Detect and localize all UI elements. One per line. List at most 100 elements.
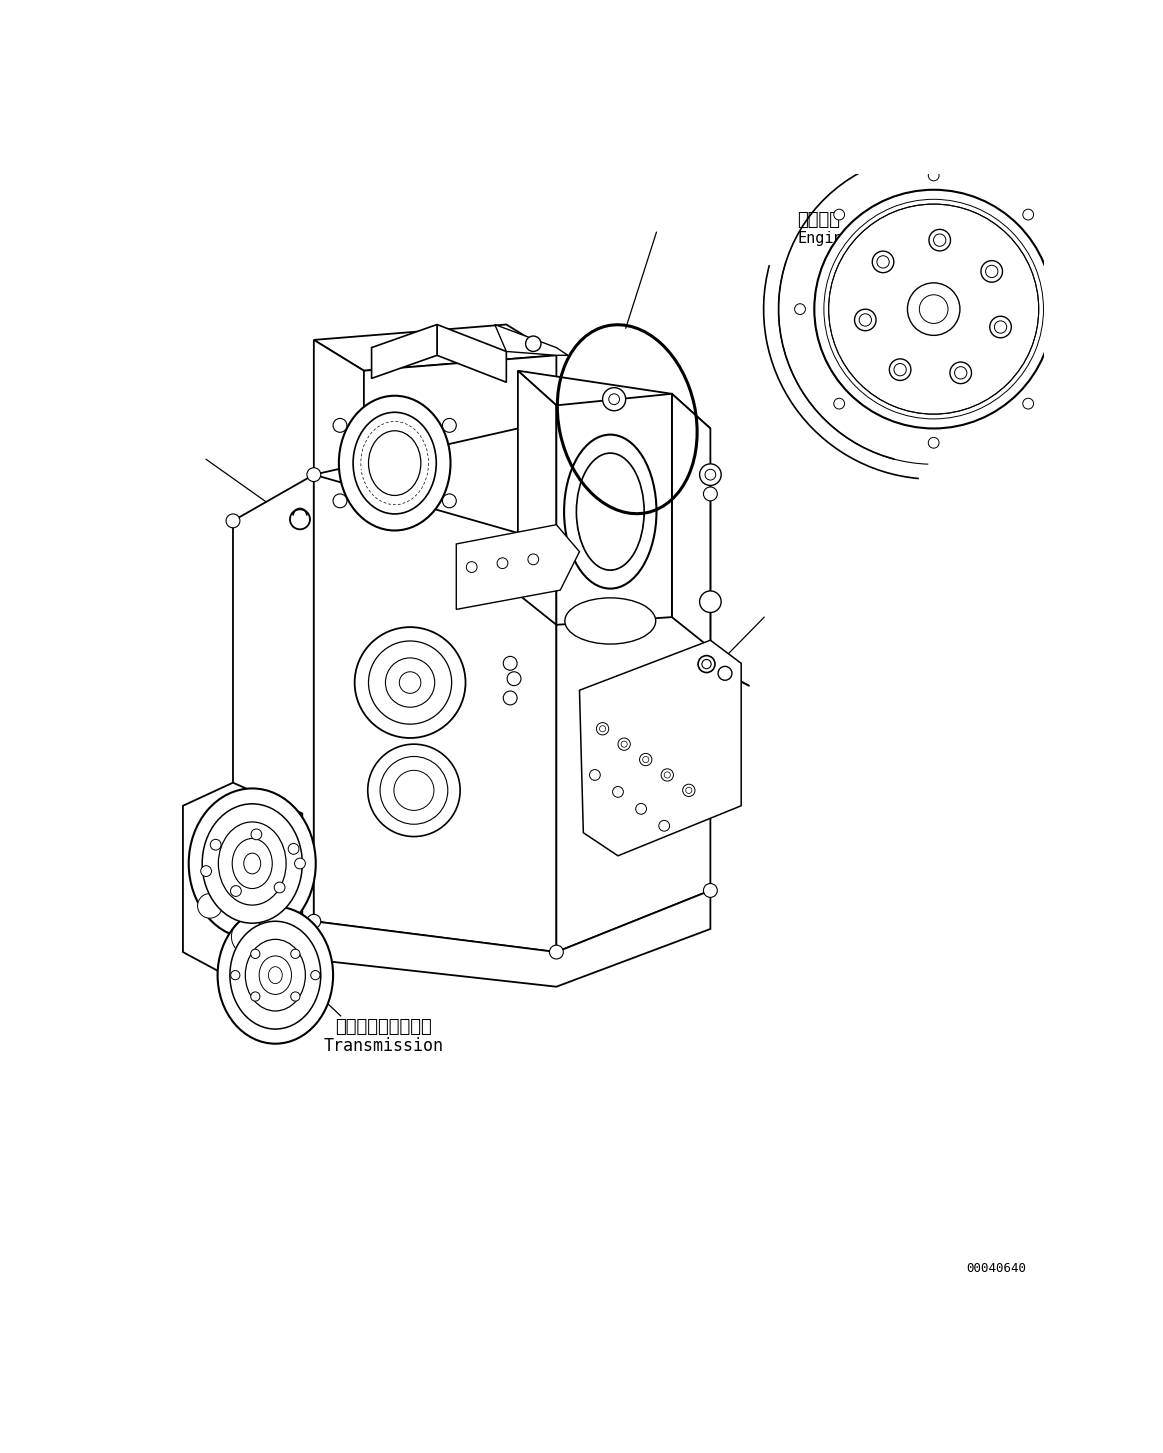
Circle shape [814,190,1053,429]
Text: エンジン: エンジン [798,211,841,230]
Circle shape [929,230,950,251]
Circle shape [251,830,262,840]
Circle shape [466,562,477,572]
Polygon shape [314,429,711,543]
Polygon shape [518,371,711,429]
Polygon shape [314,324,556,371]
Circle shape [274,882,285,892]
Ellipse shape [259,956,292,994]
Ellipse shape [217,907,333,1043]
Ellipse shape [202,804,302,923]
Circle shape [311,971,320,979]
Circle shape [872,251,894,273]
Circle shape [442,494,456,507]
Ellipse shape [188,789,316,939]
Circle shape [950,362,971,384]
Circle shape [507,671,521,686]
Circle shape [761,137,1107,482]
Circle shape [834,209,844,219]
Circle shape [368,744,461,837]
Circle shape [442,418,456,433]
Polygon shape [233,475,314,960]
Circle shape [333,494,347,507]
Circle shape [661,769,673,782]
Circle shape [658,821,670,831]
Circle shape [291,992,300,1001]
Text: トランスミッション: トランスミッション [335,1017,431,1036]
Circle shape [307,914,321,928]
Circle shape [955,366,966,379]
Circle shape [599,725,606,732]
Circle shape [859,314,871,325]
Circle shape [683,785,695,796]
Ellipse shape [233,838,272,889]
Circle shape [385,658,435,708]
Circle shape [907,283,959,336]
Polygon shape [456,525,579,609]
Circle shape [1022,398,1034,410]
Circle shape [877,256,890,267]
Circle shape [608,394,620,404]
Circle shape [380,757,448,824]
Polygon shape [579,641,741,856]
Circle shape [664,772,670,777]
Polygon shape [556,494,711,952]
Circle shape [549,944,563,959]
Circle shape [602,388,626,411]
Circle shape [686,788,692,793]
Polygon shape [183,783,302,979]
Circle shape [718,667,732,680]
Circle shape [829,203,1039,414]
Polygon shape [314,340,364,494]
Circle shape [294,859,306,869]
Circle shape [497,558,508,568]
Ellipse shape [244,853,261,873]
Circle shape [399,671,421,693]
Ellipse shape [565,597,656,644]
Circle shape [291,949,300,959]
Ellipse shape [369,430,421,495]
Circle shape [355,628,465,738]
Text: 00040640: 00040640 [966,1263,1026,1276]
Circle shape [394,770,434,811]
Circle shape [890,359,911,381]
Circle shape [834,398,844,410]
Text: Transmission: Transmission [323,1037,443,1055]
Circle shape [201,866,212,876]
Circle shape [636,804,647,814]
Circle shape [640,754,652,766]
Circle shape [1062,304,1072,314]
Circle shape [307,468,321,481]
Circle shape [920,295,948,324]
Circle shape [702,660,711,668]
Circle shape [226,514,240,527]
Polygon shape [437,324,506,382]
Circle shape [198,894,222,918]
Circle shape [230,886,241,897]
Circle shape [700,464,721,485]
Polygon shape [518,371,556,625]
Ellipse shape [230,921,321,1029]
Polygon shape [556,394,672,625]
Circle shape [643,757,649,763]
Circle shape [894,363,906,376]
Circle shape [369,641,451,724]
Polygon shape [672,394,711,648]
Circle shape [618,738,630,750]
Polygon shape [372,324,437,378]
Circle shape [226,953,240,966]
Circle shape [704,487,718,501]
Circle shape [980,260,1003,282]
Ellipse shape [564,434,656,588]
Circle shape [528,554,538,565]
Circle shape [934,234,946,247]
Ellipse shape [219,822,286,905]
Circle shape [590,770,600,780]
Polygon shape [494,324,568,356]
Ellipse shape [269,966,283,984]
Circle shape [794,304,806,314]
Circle shape [985,266,998,278]
Polygon shape [233,891,711,994]
Circle shape [621,741,627,747]
Circle shape [333,418,347,433]
